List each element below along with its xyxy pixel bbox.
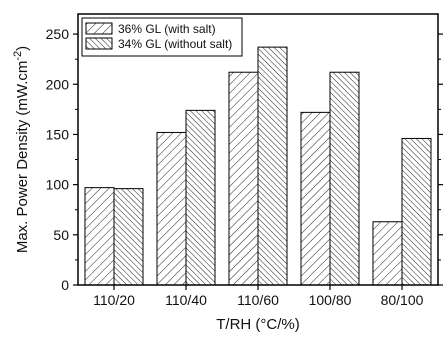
bar-without-salt-80-100 xyxy=(401,137,432,286)
legend-label-without-salt: 34% GL (without salt) xyxy=(118,37,232,51)
x-tick-label: 110/60 xyxy=(237,292,279,308)
x-tick-label: 110/20 xyxy=(93,292,135,308)
y-tick-label: 150 xyxy=(46,126,70,142)
bar-with-salt-80-100 xyxy=(372,221,403,286)
bar-without-salt-110-60 xyxy=(257,46,288,286)
bar-without-salt-110-20 xyxy=(113,188,144,286)
x-tick-label: 80/100 xyxy=(381,292,424,308)
y-tick-label: 50 xyxy=(53,227,69,243)
tick-labels-group: 0 50 100 150 200 250 110/20 110/40 110/60 100/80 8… xyxy=(46,26,424,308)
legend: 36% GL (with salt) 34% GL (without salt) xyxy=(81,17,243,57)
x-axis-label: T/RH (°C/%) xyxy=(216,316,300,333)
y-axis-label-superscript: -2 xyxy=(12,51,24,61)
ticks-group xyxy=(73,33,443,290)
x-tick-label: 100/80 xyxy=(309,292,352,308)
bar-with-salt-110-20 xyxy=(84,187,115,286)
y-axis-label-main: Max. Power Density (mW.cm xyxy=(14,61,31,254)
y-axis-label: Max. Power Density (mW.cm-2) xyxy=(12,46,31,253)
legend-label-with-salt: 36% GL (with salt) xyxy=(118,22,216,36)
bar-with-salt-110-40 xyxy=(156,131,187,286)
bar-without-salt-110-40 xyxy=(185,109,216,286)
legend-swatch-with-salt xyxy=(85,22,113,35)
y-tick-label: 250 xyxy=(46,26,70,42)
bars-group xyxy=(84,46,432,286)
y-axis-label-suffix: ) xyxy=(14,46,31,51)
y-tick-label: 0 xyxy=(61,277,69,293)
x-tick-label: 110/40 xyxy=(165,292,207,308)
legend-swatch-without-salt xyxy=(85,37,113,50)
bar-without-salt-100-80 xyxy=(329,71,360,286)
bar-with-salt-100-80 xyxy=(300,111,331,286)
bar-with-salt-110-60 xyxy=(228,71,259,286)
y-tick-label: 100 xyxy=(46,177,70,193)
y-tick-label: 200 xyxy=(46,76,70,92)
